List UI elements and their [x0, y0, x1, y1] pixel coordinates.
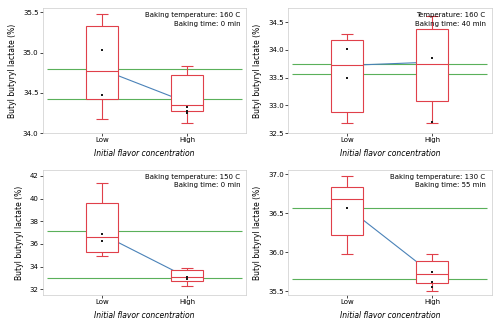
Text: Temperature: 160 C
Baking time: 40 min: Temperature: 160 C Baking time: 40 min — [414, 12, 486, 27]
Y-axis label: Butyl butyryI lactate (%): Butyl butyryI lactate (%) — [15, 185, 24, 280]
Bar — [86, 203, 118, 252]
X-axis label: Initial flavor concentration: Initial flavor concentration — [340, 311, 440, 320]
Bar — [331, 40, 364, 112]
X-axis label: Initial flavor concentration: Initial flavor concentration — [94, 311, 195, 320]
X-axis label: Initial flavor concentration: Initial flavor concentration — [340, 149, 440, 158]
Bar — [171, 270, 203, 281]
Text: Baking temperature: 160 C
Baking time: 0 min: Baking temperature: 160 C Baking time: 0… — [145, 12, 240, 27]
Y-axis label: Butyl butyryI lactate (%): Butyl butyryI lactate (%) — [254, 185, 262, 280]
Y-axis label: Butyl butyryI lactate (%): Butyl butyryI lactate (%) — [254, 24, 262, 118]
Text: Baking temperature: 130 C
Baking time: 55 min: Baking temperature: 130 C Baking time: 5… — [390, 174, 486, 189]
Bar — [171, 75, 203, 111]
Y-axis label: Butyl butyryI lactate (%): Butyl butyryI lactate (%) — [8, 24, 18, 118]
X-axis label: Initial flavor concentration: Initial flavor concentration — [94, 149, 195, 158]
Bar — [416, 29, 448, 101]
Bar — [86, 26, 118, 99]
Bar — [331, 187, 364, 235]
Text: Baking temperature: 150 C
Baking time: 0 min: Baking temperature: 150 C Baking time: 0… — [146, 174, 240, 189]
Bar — [416, 261, 448, 283]
